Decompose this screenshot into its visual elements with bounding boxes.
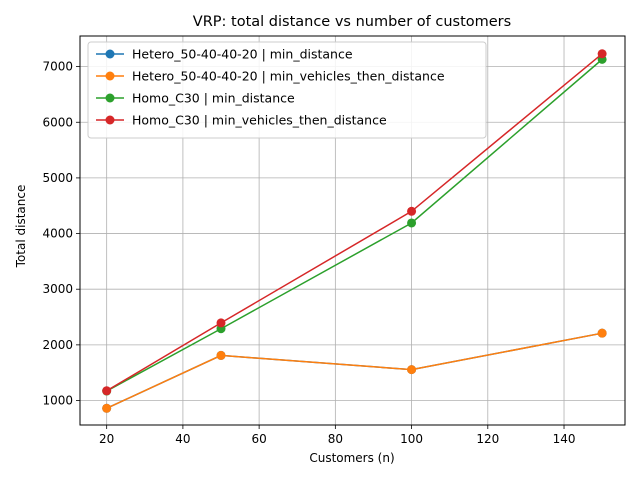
x-tick-label: 60: [251, 432, 266, 446]
legend-swatch-marker: [105, 93, 115, 103]
x-tick-label: 40: [175, 432, 190, 446]
series-line: [106, 53, 603, 392]
y-tick-label: 7000: [42, 60, 73, 74]
axis-ticks: 20 40 60 80 100 120 140 1000 2000 3000 4000 5000 600…: [42, 60, 575, 446]
y-tick-label: 6000: [42, 115, 73, 129]
chart-title: VRP: total distance vs number of custome…: [193, 14, 511, 30]
y-tick-label: 2000: [42, 338, 73, 352]
x-tick-label: 20: [99, 432, 114, 446]
legend-label: Hetero_50-40-40-20 | min_vehicles_then_d…: [132, 69, 445, 84]
x-tick-label: 100: [400, 432, 423, 446]
y-tick-label: 5000: [42, 171, 73, 185]
y-tick-label: 3000: [42, 282, 73, 296]
legend-swatch-marker: [105, 49, 115, 59]
series-line: [106, 58, 603, 392]
data-point: [216, 318, 226, 328]
x-tick-label: 80: [328, 432, 343, 446]
series-line: [106, 332, 603, 409]
legend-label: Hetero_50-40-40-20 | min_distance: [132, 47, 353, 62]
legend: Hetero_50-40-40-20 | min_distance Hetero_…: [87, 41, 487, 139]
legend-box: [87, 41, 487, 139]
legend-item: Hetero_50-40-40-20 | min_vehicles_then_d…: [96, 69, 445, 84]
data-point: [407, 206, 417, 216]
data-point: [597, 328, 607, 338]
legend-swatch-marker: [105, 115, 115, 125]
plot-frame: [79, 35, 626, 426]
legend-item: Hetero_50-40-40-20 | min_distance: [96, 47, 353, 62]
x-tick-label: 140: [553, 432, 576, 446]
plot-series: [102, 49, 607, 413]
data-point: [407, 365, 417, 375]
data-point: [102, 386, 112, 396]
y-axis-label: Total distance: [14, 185, 28, 269]
y-tick-label: 4000: [42, 227, 73, 241]
series-4: [102, 49, 607, 396]
data-point: [216, 350, 226, 360]
data-point: [102, 403, 112, 413]
series-line: [106, 332, 603, 409]
series-2: [102, 328, 607, 413]
x-axis-label: Customers (n): [309, 451, 394, 465]
data-point: [407, 218, 417, 228]
data-point: [597, 49, 607, 59]
legend-item: Homo_C30 | min_vehicles_then_distance: [96, 113, 387, 128]
y-tick-label: 1000: [42, 394, 73, 408]
legend-item: Homo_C30 | min_distance: [96, 91, 295, 106]
legend-label: Homo_C30 | min_vehicles_then_distance: [132, 113, 387, 128]
x-tick-label: 120: [476, 432, 499, 446]
legend-label: Homo_C30 | min_distance: [132, 91, 295, 106]
legend-swatch-marker: [105, 71, 115, 81]
